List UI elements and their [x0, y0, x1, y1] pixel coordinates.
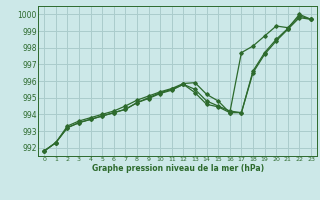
X-axis label: Graphe pression niveau de la mer (hPa): Graphe pression niveau de la mer (hPa) — [92, 164, 264, 173]
